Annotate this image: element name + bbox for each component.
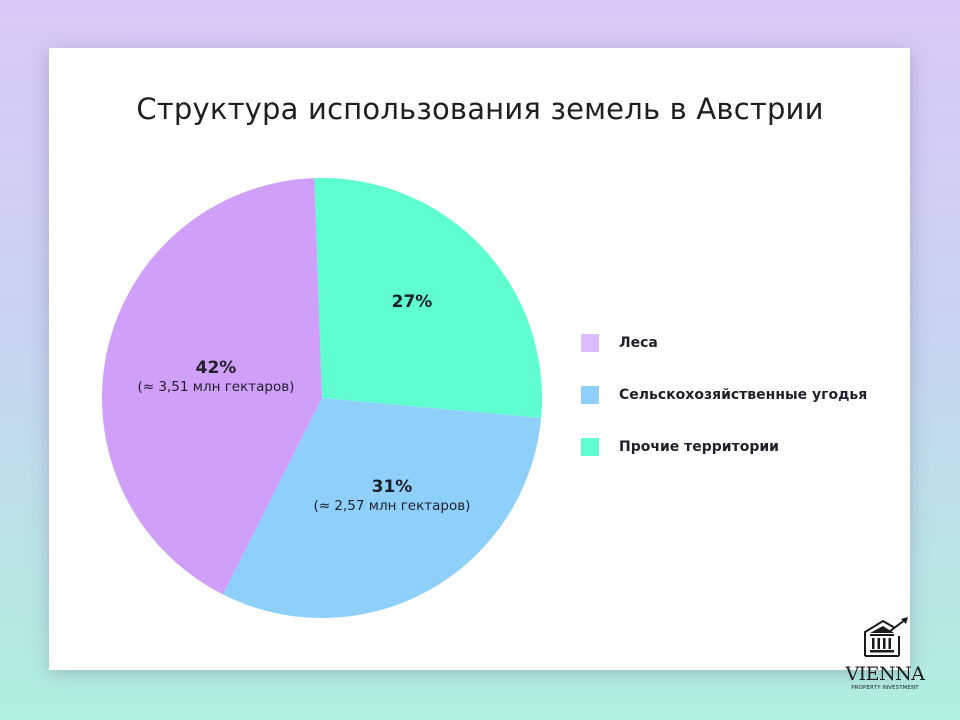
logo-subtitle: PROPERTY INVESTMENT: [851, 685, 919, 691]
slice-label-forest: 42% (≈ 3,51 млн гектаров): [116, 358, 316, 396]
vienna-logo: VIENNA PROPERTY INVESTMENT: [843, 616, 927, 692]
legend-label: Прочие территории: [619, 439, 779, 455]
chart-legend: Леса Сельскохозяйственные угодья Прочие …: [581, 333, 867, 489]
legend-swatch: [581, 438, 599, 456]
bank-building-growth-arrow-icon: [864, 617, 908, 657]
slice-annotation: (≈ 2,57 млн гектаров): [313, 498, 471, 514]
slice-annotation: (≈ 3,51 млн гектаров): [137, 379, 295, 395]
slice-label-agri: 31% (≈ 2,57 млн гектаров): [292, 477, 492, 515]
legend-label: Сельскохозяйственные угодья: [619, 387, 868, 403]
legend-item-forest: Леса: [581, 333, 867, 353]
legend-label: Леса: [619, 335, 658, 351]
slice-percent: 42%: [195, 358, 237, 378]
pie-slice: [222, 398, 542, 618]
legend-item-other: Прочие территории: [581, 437, 867, 457]
slice-label-other: 27%: [362, 292, 462, 312]
legend-item-agri: Сельскохозяйственные угодья: [581, 385, 867, 405]
pie-slice: [314, 178, 542, 418]
logo-name: VIENNA: [845, 663, 925, 685]
chart-title: Структура использования земель в Австрии: [136, 92, 824, 126]
pie-slice: [101, 178, 323, 595]
slice-percent: 27%: [391, 292, 433, 312]
legend-swatch: [581, 386, 599, 404]
legend-swatch: [581, 334, 599, 352]
slice-percent: 31%: [371, 477, 413, 497]
